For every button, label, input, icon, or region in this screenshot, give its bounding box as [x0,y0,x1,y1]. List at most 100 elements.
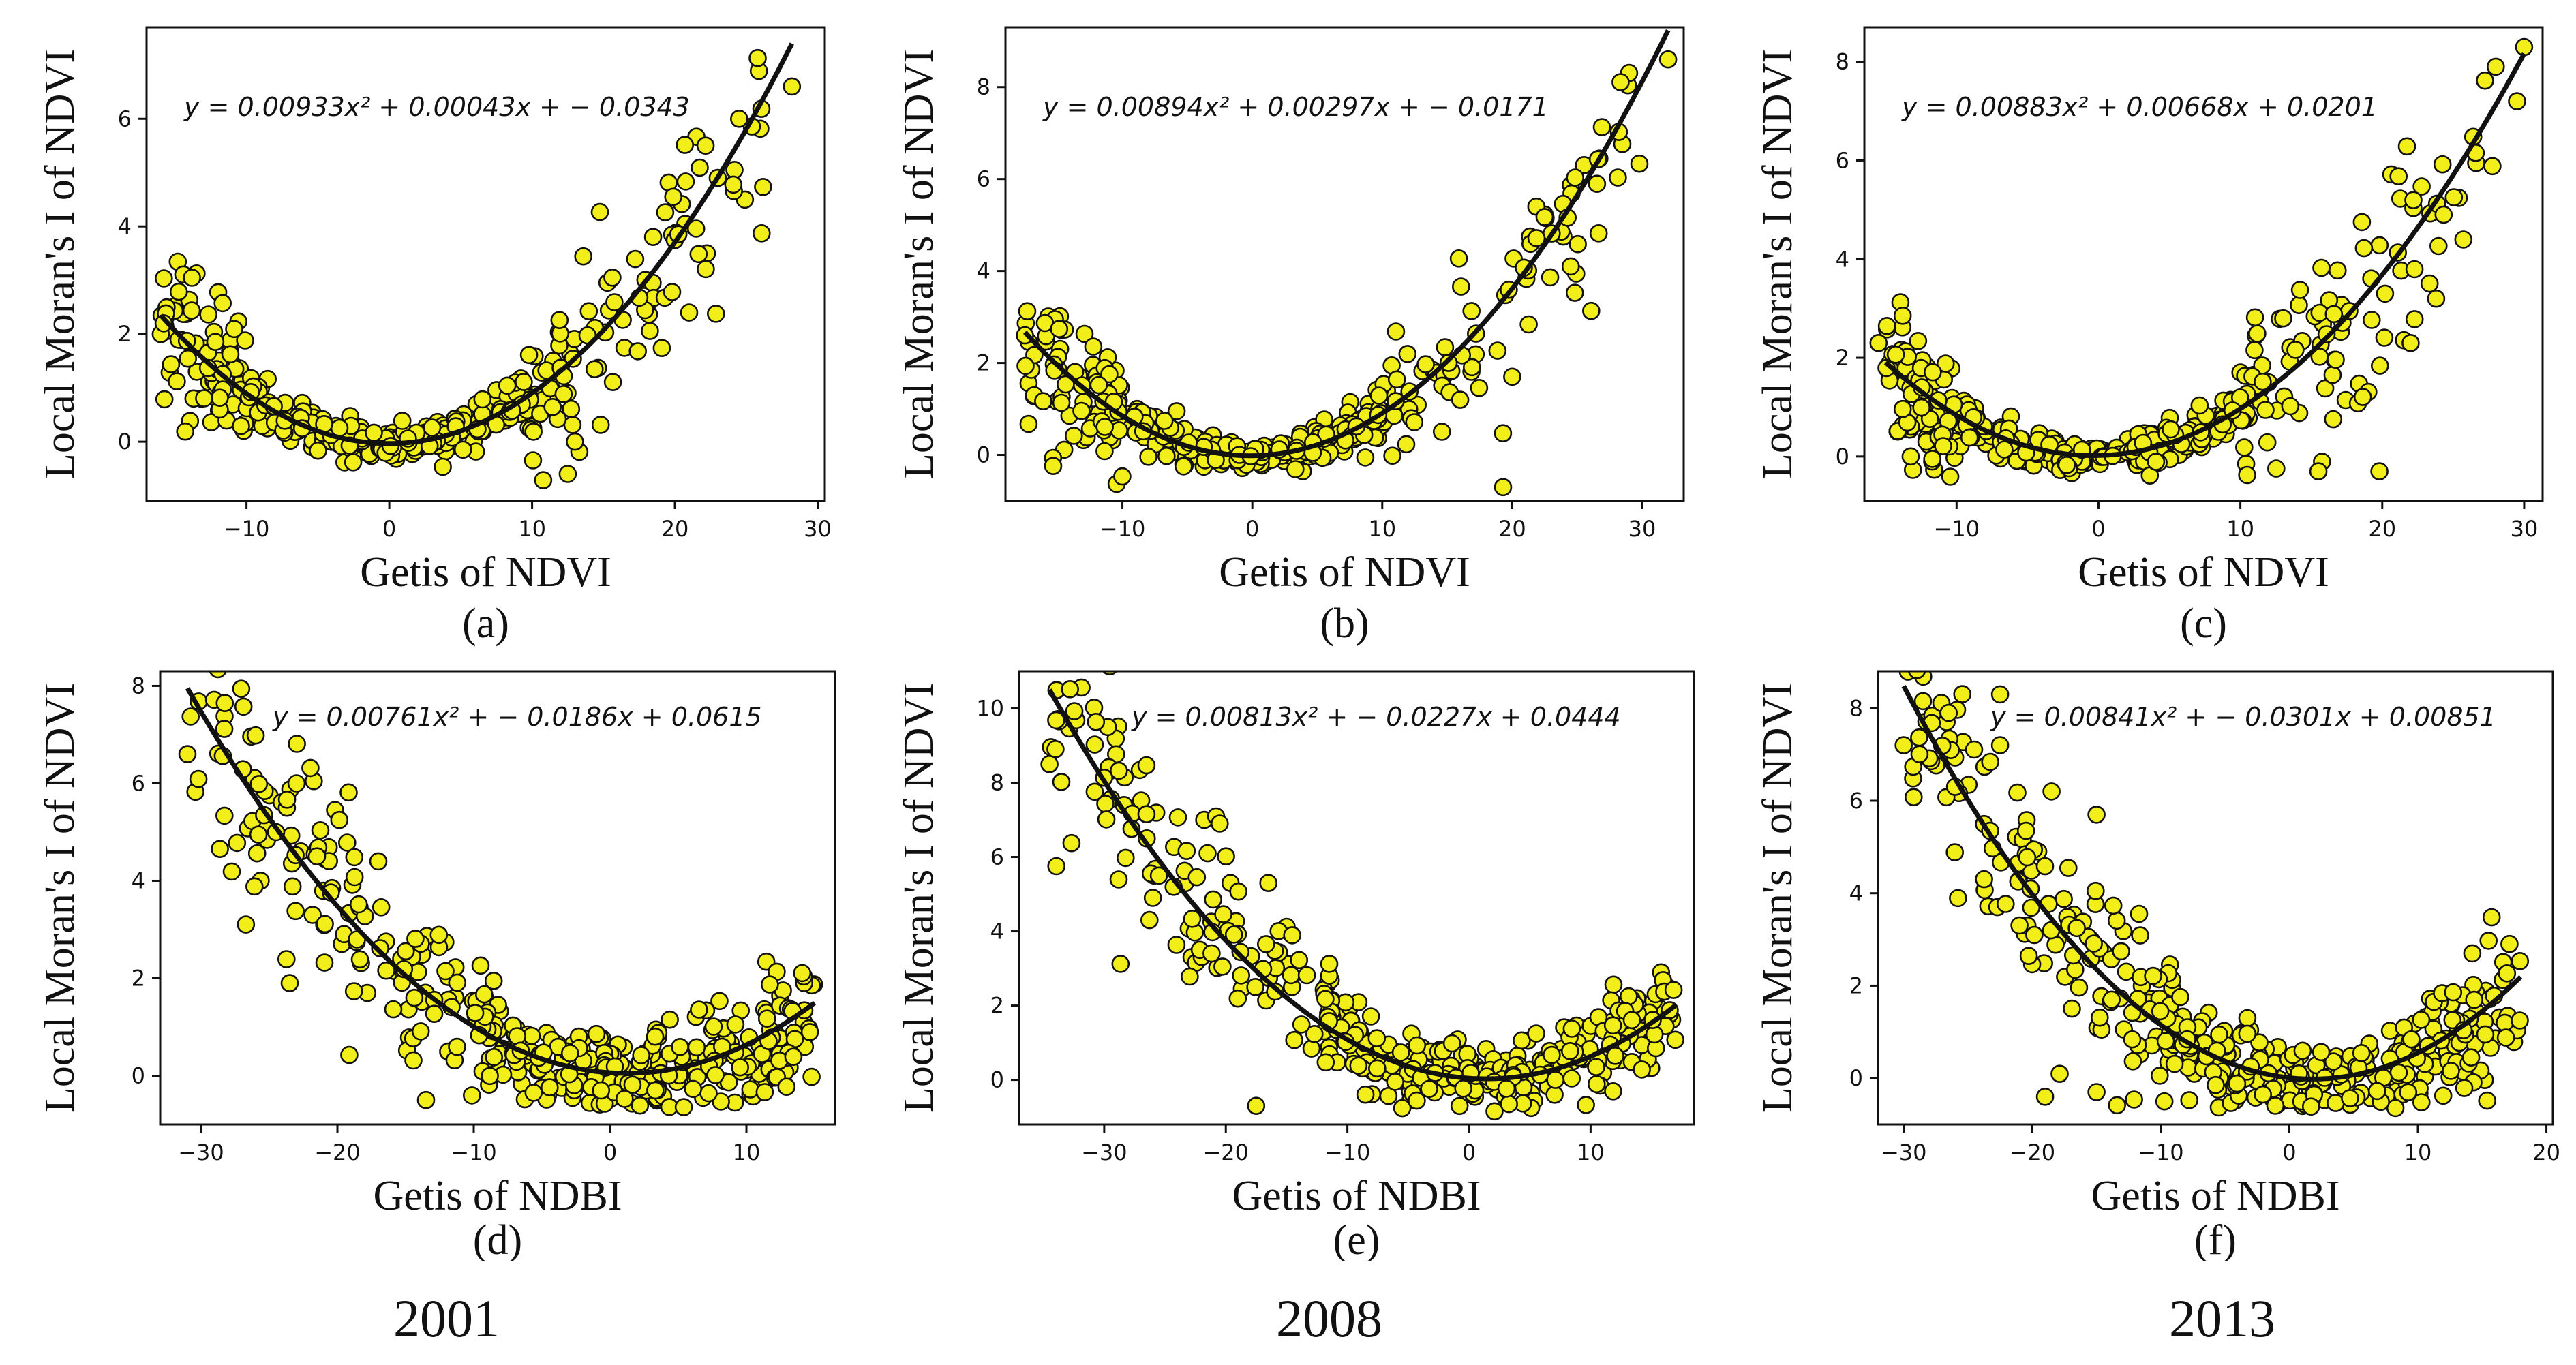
scatter-point [2483,157,2502,176]
scatter-point [222,862,241,881]
scatter-point [1462,358,1481,377]
scatter-point [1369,386,1389,405]
chart-panel-e: −30 −20 −10 0 10 0 2 4 6 8 10 y = 0.00813x² + − 0.0… [896,647,1695,1261]
scatter-points [1016,50,1678,497]
scatter-point [2108,1096,2127,1115]
scatter-point [2465,990,2483,1009]
scatter-point [2147,453,2166,471]
scatter-point [2508,92,2526,110]
scatter-point [1416,355,1435,373]
scatter-point [2258,433,2277,452]
scatter-point [2353,388,2372,406]
scatter-point [1519,315,1538,334]
y-tick-label: 6 [1849,788,1863,814]
scatter-point [1546,1071,1565,1089]
scatter-point [515,373,533,391]
scatter-point [2500,934,2519,953]
scatter-point [1183,909,1202,928]
y-tick-label: 8 [1836,49,1849,75]
scatter-point [369,852,388,871]
scatter-point [2443,1011,2462,1030]
scatter-point [641,322,659,340]
scatter-point [1109,870,1128,889]
scatter-point [2397,137,2416,156]
scatter-point [1561,1041,1579,1060]
scatter-point [1904,649,1920,665]
scatter-point [1067,647,1083,658]
scatter-point [1451,277,1470,296]
scatter-point [1181,967,1199,986]
scatter-point [2254,372,2272,391]
scatter-point [1566,168,1584,187]
y-tick-label: 2 [118,321,132,347]
scatter-point [1100,365,1119,384]
scatter-point [2482,908,2501,927]
scatter-point [2234,438,2254,457]
scatter-point [1075,324,1094,343]
y-tick-label: 6 [990,844,1004,870]
scatter-point [155,390,174,409]
scatter-point [1936,354,1955,373]
scatter-point [423,418,442,437]
scatter-point [1442,1034,1461,1053]
panel-label: (f) [2194,1217,2237,1261]
scatter-point [661,1010,679,1029]
scatter-point [684,1079,703,1099]
panel-label: (e) [1333,1217,1380,1261]
scatter-point [1095,442,1114,461]
scatter-point [303,906,322,924]
scatter-point [1450,1096,1469,1116]
scatter-point [1588,1075,1606,1094]
scatter-point [405,988,424,1007]
scatter-point [2496,1028,2515,1047]
scatter-point [1111,955,1130,973]
scatter-point [474,985,494,1004]
scatter-point [554,384,573,403]
scatter-point [1085,735,1104,754]
scatter-point [2070,978,2089,997]
scatter-point [1666,1030,1684,1049]
scatter-point [1113,467,1132,486]
scatter-point [247,844,267,863]
scatter-point [1177,842,1196,861]
scatter-point [1052,393,1071,412]
y-tick-label: 6 [977,166,990,192]
scatter-point [1089,375,1108,395]
scatter-point [1990,685,2010,704]
scatter-point [2180,1091,2199,1109]
scatter-point [1901,447,1920,466]
scatter-point [2293,1041,2312,1060]
scatter-point [691,158,709,177]
scatter-point [1109,761,1128,780]
scatter-point [2434,1086,2453,1105]
x-tick-label: 10 [2404,1139,2432,1165]
scatter-point [381,437,400,455]
scatter-point [706,1066,725,1084]
scatter-point [2010,916,2029,935]
panel-label: (b) [1320,600,1369,647]
scatter-point [2151,1002,2170,1021]
y-tick-label: 4 [132,868,145,893]
scatter-point [2238,1024,2257,1043]
y-tick-label: 2 [977,350,990,376]
scatter-point [1451,390,1470,409]
y-tick-label: 2 [990,993,1004,1019]
scatter-point [1633,1060,1651,1079]
scatter-point [628,342,648,361]
scatter-point [169,282,188,301]
scatter-point [2254,1085,2273,1104]
scatter-point [2067,919,2086,938]
scatter-point [1910,728,1928,747]
scatter-point [2478,1091,2496,1110]
x-tick-label: 10 [733,1139,761,1165]
scatter-point [1995,440,2014,459]
scatter-point [2463,944,2482,963]
scatter-point [1034,392,1052,411]
scatter-point [1408,1091,1426,1110]
scatter-point [234,697,253,716]
scatter-point [686,219,706,238]
scatter-point [1356,1085,1375,1104]
x-axis-title: Getis of NDVI [2078,549,2329,596]
scatter-point [2324,410,2343,429]
scatter-point [1535,208,1554,226]
